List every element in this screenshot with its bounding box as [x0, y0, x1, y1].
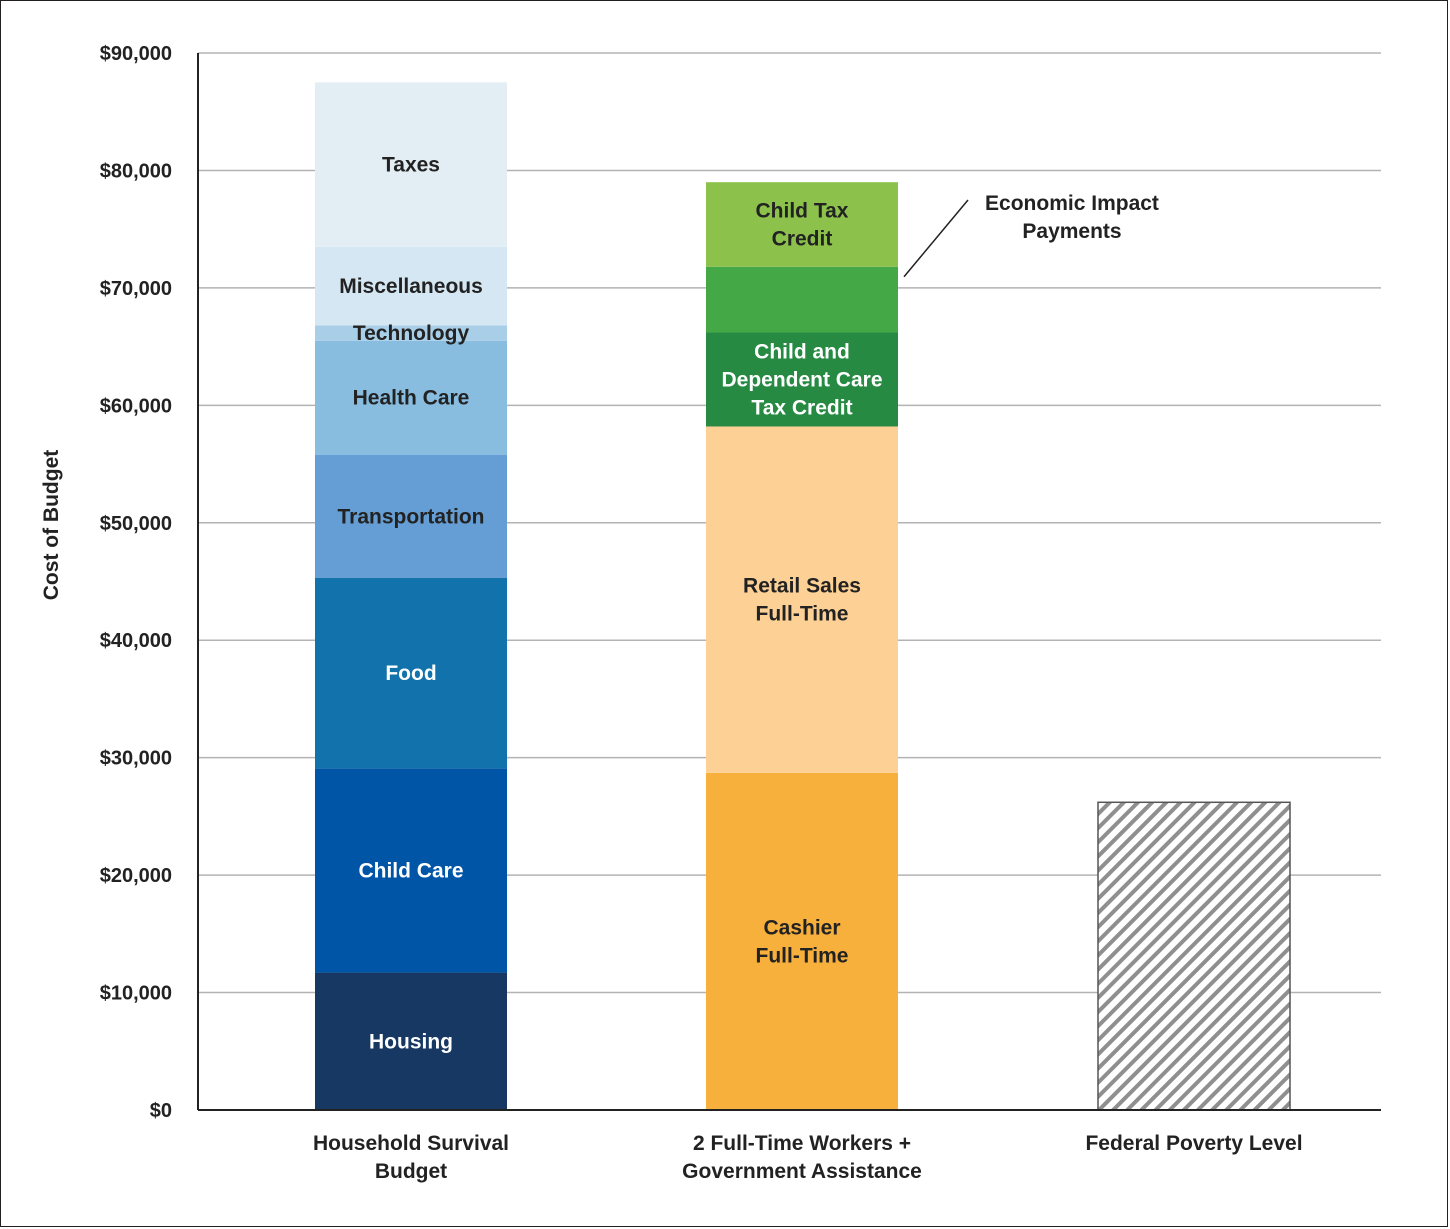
y-tick-label: $90,000: [100, 43, 172, 65]
bar-segment-child-and-dependent-care-tax-credit: [706, 332, 898, 427]
y-tick-label: $70,000: [100, 278, 172, 300]
bar-segment-cashier-full-time: [706, 772, 898, 1110]
bar-segment-taxes: [315, 82, 507, 247]
bar-segment-economic-impact-payments: [706, 266, 898, 333]
segment-label-transportation: Transportation: [337, 505, 484, 528]
bar-segment-child-care: [315, 768, 507, 973]
segment-label-technology: Technology: [353, 322, 470, 345]
segment-label-child-care: Child Care: [358, 859, 463, 882]
y-tick-label: $30,000: [100, 748, 172, 770]
y-tick-label: $0: [150, 1100, 172, 1122]
x-category-label: Household Survival Budget: [313, 1132, 509, 1183]
bar-segment-miscellaneous: [315, 246, 507, 326]
segment-label-cashier-full-time: Cashier Full-Time: [756, 916, 849, 967]
segment-label-retail-sales-full-time: Retail Sales Full-Time: [743, 575, 861, 626]
bar-segment-housing: [315, 972, 507, 1110]
x-category-label: 2 Full-Time Workers + Government Assistan…: [682, 1132, 922, 1183]
bar-segment-food: [315, 577, 507, 769]
labels: Housing Child Care Food Transportation Healt…: [313, 154, 1303, 1183]
segment-label-food: Food: [385, 662, 436, 685]
segment-label-child-tax-credit: Child Tax Credit: [756, 199, 849, 250]
bar-segment-retail-sales-full-time: [706, 426, 898, 773]
segment-label-health-care: Health Care: [353, 387, 470, 410]
y-axis-title: Cost of Budget: [40, 450, 63, 600]
y-tick-label: $80,000: [100, 160, 172, 182]
segment-label-taxes: Taxes: [382, 154, 440, 177]
axes: $0 $10,000 $20,000 $30,000 $40,000 $50,000 $60…: [100, 43, 1381, 1122]
bars: [315, 82, 1291, 1111]
segment-label-child-and-dependent-care-tax-credit: Child and Dependent Care Tax Credit: [721, 340, 882, 419]
bar-segment-federal-poverty-level: [1097, 801, 1291, 1111]
y-tick-label: $10,000: [100, 983, 172, 1005]
y-tick-label: $20,000: [100, 865, 172, 887]
y-tick-label: $40,000: [100, 630, 172, 652]
segment-label-housing: Housing: [369, 1030, 453, 1053]
bar-segment-health-care: [315, 340, 507, 455]
bar-segment-technology: [315, 325, 507, 341]
bar-segment-child-tax-credit: [706, 182, 898, 267]
bar-segment-transportation: [315, 454, 507, 578]
annotation-leader-line: [903, 199, 969, 278]
segment-label-miscellaneous: Miscellaneous: [339, 275, 483, 298]
annotation-label: Economic Impact Payments: [985, 192, 1159, 243]
y-tick-label: $50,000: [100, 513, 172, 535]
y-tick-label: $60,000: [100, 395, 172, 417]
x-category-label: Federal Poverty Level: [1085, 1132, 1302, 1155]
